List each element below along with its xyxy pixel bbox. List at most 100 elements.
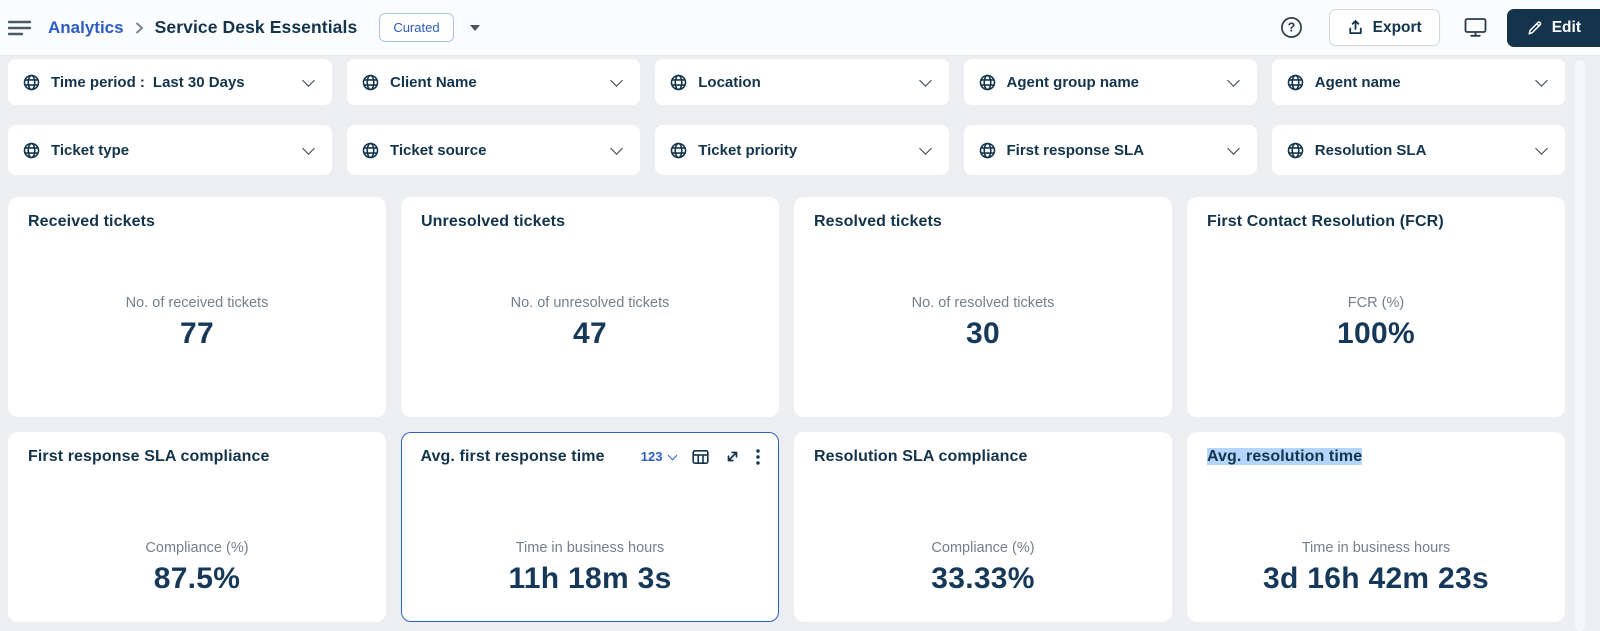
chevron-down-icon xyxy=(610,73,624,87)
chevron-down-icon xyxy=(610,141,624,155)
upload-icon xyxy=(1347,19,1364,36)
metric-label: Compliance (%) xyxy=(931,540,1035,556)
globe-icon xyxy=(979,74,996,91)
selected-text-highlight: Avg. resolution time xyxy=(1207,448,1363,465)
metric-label: FCR (%) xyxy=(1347,295,1405,311)
metric-label: Time in business hours xyxy=(1301,540,1451,556)
monitor-icon[interactable] xyxy=(1464,17,1487,38)
cards-row-1: Received tickets No. of received tickets… xyxy=(8,197,1565,417)
filter-label: Ticket source xyxy=(390,141,487,159)
export-label: Export xyxy=(1372,18,1422,36)
globe-icon xyxy=(979,142,996,159)
card-title: First response SLA compliance xyxy=(28,448,270,465)
chevron-down-icon xyxy=(667,450,677,460)
card-avg-resolution-time[interactable]: Avg. resolution time Time in business ho… xyxy=(1187,432,1565,622)
chevron-down-icon xyxy=(918,73,932,87)
cards-row-2: First response SLA compliance Compliance… xyxy=(8,432,1565,622)
globe-icon xyxy=(670,142,687,159)
card-title: Received tickets xyxy=(28,213,156,230)
filter-label: Agent group name xyxy=(1006,73,1140,91)
caret-down-icon[interactable] xyxy=(469,24,480,31)
metric-label: No. of unresolved tickets xyxy=(510,295,670,311)
filter-label: Ticket priority xyxy=(698,141,798,159)
top-bar: Analytics Service Desk Essentials Curate… xyxy=(0,0,1600,56)
metric-label: No. of received tickets xyxy=(125,295,269,311)
metric-value: 100% xyxy=(1337,317,1415,350)
card-avg-first-response-time[interactable]: Avg. first response time 123 xyxy=(401,432,779,622)
metric-value: 87.5% xyxy=(153,562,241,595)
metric-value: 3d 16h 42m 23s xyxy=(1262,562,1489,595)
card-title: Resolved tickets xyxy=(814,213,942,230)
globe-icon xyxy=(362,74,379,91)
card-resolved-tickets[interactable]: Resolved tickets No. of resolved tickets… xyxy=(794,197,1172,417)
card-title: Avg. first response time xyxy=(420,447,605,465)
filter-row-2: Ticket type Ticket source Ticket priorit… xyxy=(8,125,1565,175)
globe-icon xyxy=(670,74,687,91)
chevron-down-icon xyxy=(1226,73,1240,87)
number-format-dropdown[interactable]: 123 xyxy=(640,449,677,464)
filter-value: Last 30 Days xyxy=(152,73,245,91)
chevron-down-icon xyxy=(302,73,315,87)
chevron-down-icon xyxy=(918,141,932,155)
vertical-scrollbar[interactable] xyxy=(1575,60,1585,631)
filter-location[interactable]: Location xyxy=(655,59,949,105)
filter-resolution-sla[interactable]: Resolution SLA xyxy=(1271,125,1565,175)
chevron-down-icon xyxy=(1535,73,1548,87)
kebab-menu-icon[interactable] xyxy=(755,448,760,465)
metric-value: 11h 18m 3s xyxy=(508,561,672,595)
edit-button[interactable]: Edit xyxy=(1506,8,1600,47)
metric-label: Compliance (%) xyxy=(145,540,249,556)
metric-value: 77 xyxy=(180,317,214,350)
filter-agent-name[interactable]: Agent name xyxy=(1271,59,1565,105)
filter-label: First response SLA xyxy=(1006,141,1145,159)
globe-icon xyxy=(23,142,40,159)
card-resolution-sla-compliance[interactable]: Resolution SLA compliance Compliance (%)… xyxy=(794,432,1172,622)
chevron-right-icon xyxy=(135,22,144,34)
pencil-icon xyxy=(1527,20,1543,36)
card-title: Avg. resolution time xyxy=(1207,448,1545,466)
table-view-icon[interactable] xyxy=(691,449,709,465)
filter-label: Ticket type xyxy=(51,141,130,159)
metric-value: 30 xyxy=(966,317,1000,350)
globe-icon xyxy=(1287,74,1304,91)
card-title: Resolution SLA compliance xyxy=(814,448,1028,465)
chevron-down-icon xyxy=(1535,141,1548,155)
card-title: Unresolved tickets xyxy=(421,213,566,230)
globe-icon xyxy=(362,142,379,159)
breadcrumb-analytics[interactable]: Analytics xyxy=(48,17,124,37)
card-received-tickets[interactable]: Received tickets No. of received tickets… xyxy=(8,197,386,417)
help-icon[interactable]: ? xyxy=(1280,16,1303,39)
card-title: First Contact Resolution (FCR) xyxy=(1207,213,1444,230)
export-button[interactable]: Export xyxy=(1328,9,1440,46)
metric-value: 33.33% xyxy=(931,562,1035,595)
filter-label: Time period : xyxy=(51,73,145,91)
metric-value: 47 xyxy=(573,317,607,350)
curated-badge: Curated xyxy=(379,13,454,42)
hamburger-menu-icon[interactable] xyxy=(8,19,32,37)
expand-icon[interactable] xyxy=(725,449,740,464)
card-first-response-sla-compliance[interactable]: First response SLA compliance Compliance… xyxy=(8,432,386,622)
metric-label: No. of resolved tickets xyxy=(911,295,1055,311)
filter-time-period[interactable]: Time period : Last 30 Days xyxy=(8,59,332,105)
format-label: 123 xyxy=(640,449,663,464)
filter-label: Resolution SLA xyxy=(1314,141,1427,159)
filter-label: Location xyxy=(698,73,761,91)
card-toolbar: 123 xyxy=(640,448,760,465)
filter-label: Agent name xyxy=(1314,73,1401,91)
filter-agent-group-name[interactable]: Agent group name xyxy=(963,59,1257,105)
edit-label: Edit xyxy=(1551,18,1581,36)
filter-first-response-sla[interactable]: First response SLA xyxy=(963,125,1257,175)
metric-label: Time in business hours xyxy=(515,539,665,556)
globe-icon xyxy=(1287,142,1304,159)
chevron-down-icon xyxy=(1226,141,1240,155)
svg-text:?: ? xyxy=(1287,21,1295,35)
filter-label: Client Name xyxy=(390,73,477,91)
page-title: Service Desk Essentials xyxy=(154,17,358,37)
filter-ticket-priority[interactable]: Ticket priority xyxy=(655,125,949,175)
card-first-contact-resolution[interactable]: First Contact Resolution (FCR) FCR (%) 1… xyxy=(1187,197,1565,417)
filter-client-name[interactable]: Client Name xyxy=(347,59,641,105)
filter-ticket-type[interactable]: Ticket type xyxy=(8,125,332,175)
filter-ticket-source[interactable]: Ticket source xyxy=(347,125,641,175)
card-unresolved-tickets[interactable]: Unresolved tickets No. of unresolved tic… xyxy=(401,197,779,417)
chevron-down-icon xyxy=(302,141,315,155)
